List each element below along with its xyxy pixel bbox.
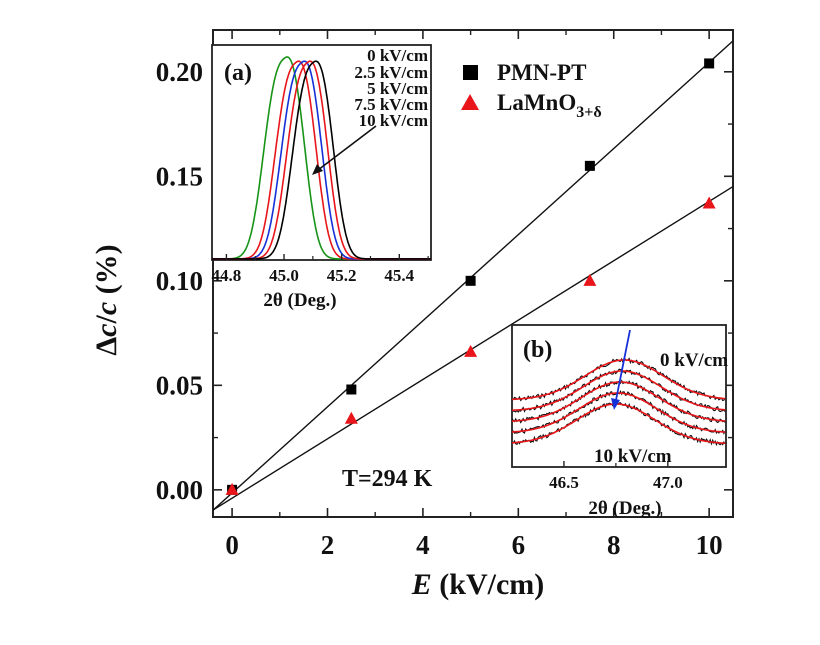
x-tick-label: 2 (321, 530, 335, 560)
inset-a-x-tick-label: 44.8 (212, 266, 242, 285)
y-tick-label: 0.20 (156, 57, 203, 87)
y-tick-label: 0.05 (156, 370, 203, 400)
inset-a-arrow (312, 125, 377, 175)
data-point-lamno3 (225, 482, 239, 495)
data-point-pmn-pt (584, 160, 595, 171)
inset-b-frame (511, 324, 727, 468)
data-point-pmn-pt (465, 275, 476, 286)
inset-b-arrow (611, 329, 631, 410)
data-point-lamno3 (464, 344, 478, 357)
fitted-diffraction-curve (511, 370, 726, 412)
fitted-diffraction-curve (511, 381, 726, 422)
arrow-shaft-blue (615, 329, 631, 401)
data-point-pmn-pt (704, 58, 715, 69)
field-label-5: 5 kV/cm (367, 79, 428, 98)
inset-a-x-tick-label: 45.2 (327, 266, 357, 285)
inset-a-frame (211, 44, 432, 261)
inset-b-panel-label: (b) (523, 337, 552, 363)
legend-label-pmn-pt: PMN-PT (497, 60, 586, 85)
diffraction-curve (212, 60, 431, 260)
field-label-7-5: 7.5 kV/cm (354, 95, 428, 114)
legend: PMN-PT LaMnO3+δ (461, 60, 602, 121)
x-tick-label: 0 (225, 530, 239, 560)
inset-b-ticks: 46.5 47.0 (549, 461, 683, 492)
x-axis-title: E (kV/cm) (411, 568, 545, 601)
y-tick-label: 0.15 (156, 161, 203, 191)
x-tick-label: 10 (696, 530, 723, 560)
legend-label-lamno3: LaMnO3+δ (497, 90, 602, 121)
inset-b-x-tick-label: 47.0 (653, 473, 683, 492)
field-label-0: 0 kV/cm (367, 46, 428, 65)
inset-a-ticks: 44.8 45.0 45.2 45.4 (212, 254, 429, 285)
main-axis-ticks: 0 2 4 6 8 10 0.00 0.05 0.10 0.15 0.20 (156, 30, 733, 560)
y-axis-title: Δc/c (%) (90, 244, 123, 355)
fit-line (212, 185, 734, 511)
inset-a-x-axis-title: 2θ (Deg.) (263, 290, 336, 311)
data-point-pmn-pt (346, 384, 357, 395)
x-tick-label: 4 (416, 530, 430, 560)
arrow-shaft (317, 125, 377, 171)
y-tick-label: 0.10 (156, 266, 203, 296)
inset-a-x-tick-label: 45.0 (269, 266, 299, 285)
inset-a: 44.8 45.0 45.2 45.4 (a) 2θ (Deg.) 0 kV/cm 2… (211, 44, 432, 311)
legend-marker-pmn-pt (463, 65, 478, 80)
data-point-lamno3 (583, 273, 597, 286)
inset-b-label-bottom: 10 kV/cm (594, 446, 672, 467)
data-point-lamno3 (344, 411, 358, 424)
inset-a-panel-label: (a) (224, 60, 252, 86)
inset-b-curves (511, 356, 726, 447)
fit-lines (212, 40, 734, 511)
x-tick-label: 6 (512, 530, 526, 560)
field-label-10: 10 kV/cm (359, 111, 428, 130)
data-point-lamno3 (702, 196, 716, 209)
inset-b-label-top: 0 kV/cm (660, 350, 728, 371)
inset-a-curves (212, 56, 431, 260)
fit-line (212, 40, 734, 511)
fitted-diffraction-curve (511, 392, 726, 433)
inset-b-x-tick-label: 46.5 (549, 473, 579, 492)
fitted-diffraction-curve (511, 403, 726, 444)
field-label-2-5: 2.5 kV/cm (354, 63, 428, 82)
arrow-head (312, 164, 323, 175)
temperature-annotation: T=294 K (342, 466, 433, 492)
arrow-head-blue (611, 398, 620, 410)
inset-a-x-tick-label: 45.4 (384, 266, 414, 285)
inset-b-x-axis-title: 2θ (Deg.) (588, 498, 661, 519)
fitted-diffraction-curve (511, 359, 726, 401)
main-plot-frame (212, 29, 734, 518)
inset-a-field-labels: 0 kV/cm 2.5 kV/cm 5 kV/cm 7.5 kV/cm 10 k… (354, 46, 428, 130)
data-points (225, 58, 716, 495)
inset-b: 46.5 47.0 (b) 0 kV/cm 10 kV/cm 2θ (Deg.) (511, 324, 728, 519)
legend-marker-lamno3 (461, 94, 479, 110)
y-tick-label: 0.00 (156, 475, 203, 505)
x-tick-label: 8 (607, 530, 621, 560)
